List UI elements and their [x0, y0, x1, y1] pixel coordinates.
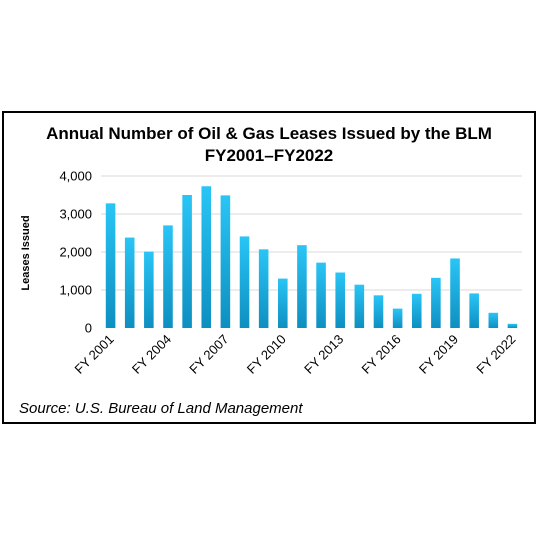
bar-fy-2022 — [507, 323, 518, 328]
bar-fy-2021 — [488, 312, 499, 328]
y-tick-label: 3,000 — [59, 207, 92, 222]
bar-fy-2012 — [316, 262, 326, 328]
bar-fy-2001 — [105, 203, 116, 328]
y-axis-label: Leases Issued — [20, 215, 32, 290]
x-tick-label: FY 2004 — [129, 332, 174, 377]
x-tick-label: FY 2013 — [301, 332, 346, 377]
x-axis-ticks: FY 2001 FY 2004 FY 2007 FY 2010 FY 2013 FY 20… — [71, 332, 518, 377]
x-tick-label: FY 2022 — [473, 332, 518, 377]
x-tick-label: FY 2001 — [71, 332, 116, 377]
bar-fy-2002 — [124, 237, 135, 328]
bar-fy-2006 — [201, 186, 212, 328]
y-tick-label: 0 — [85, 321, 92, 336]
bar-fy-2018 — [431, 277, 441, 328]
chart-title-line2: FY2001–FY2022 — [205, 146, 334, 165]
bar-fy-2008 — [239, 236, 250, 328]
y-tick-label: 4,000 — [59, 169, 92, 184]
chart-title-line1: Annual Number of Oil & Gas Leases Issued… — [46, 124, 492, 143]
bar-fy-2003 — [144, 251, 154, 328]
bar-fy-2007 — [220, 195, 231, 328]
bar-fy-2016 — [392, 308, 403, 328]
bar-fy-2011 — [297, 245, 307, 328]
bar-chart: Annual Number of Oil & Gas Leases Issued… — [19, 124, 522, 417]
y-tick-label: 1,000 — [59, 283, 92, 298]
y-tick-label: 2,000 — [59, 245, 92, 260]
x-tick-label: FY 2019 — [416, 332, 461, 377]
bar-fy-2020 — [469, 293, 479, 328]
bar-fy-2010 — [278, 278, 288, 328]
bar-fy-2013 — [335, 272, 345, 328]
bar-fy-2019 — [450, 258, 460, 328]
bar-fy-2005 — [182, 195, 192, 328]
x-tick-label: FY 2016 — [359, 332, 404, 377]
bar-fy-2004 — [163, 225, 173, 328]
bar-fy-2014 — [354, 284, 365, 328]
x-tick-label: FY 2010 — [244, 332, 289, 377]
bar-fy-2009 — [258, 249, 269, 328]
x-tick-label: FY 2007 — [186, 332, 231, 377]
bar-fy-2015 — [373, 295, 384, 328]
source-note: Source: U.S. Bureau of Land Management — [19, 400, 303, 417]
bar-fy-2017 — [411, 293, 422, 328]
bars — [105, 186, 518, 328]
chart-frame: Annual Number of Oil & Gas Leases Issued… — [2, 111, 536, 424]
y-axis-ticks: 0 1,000 2,000 3,000 4,000 — [59, 169, 92, 336]
